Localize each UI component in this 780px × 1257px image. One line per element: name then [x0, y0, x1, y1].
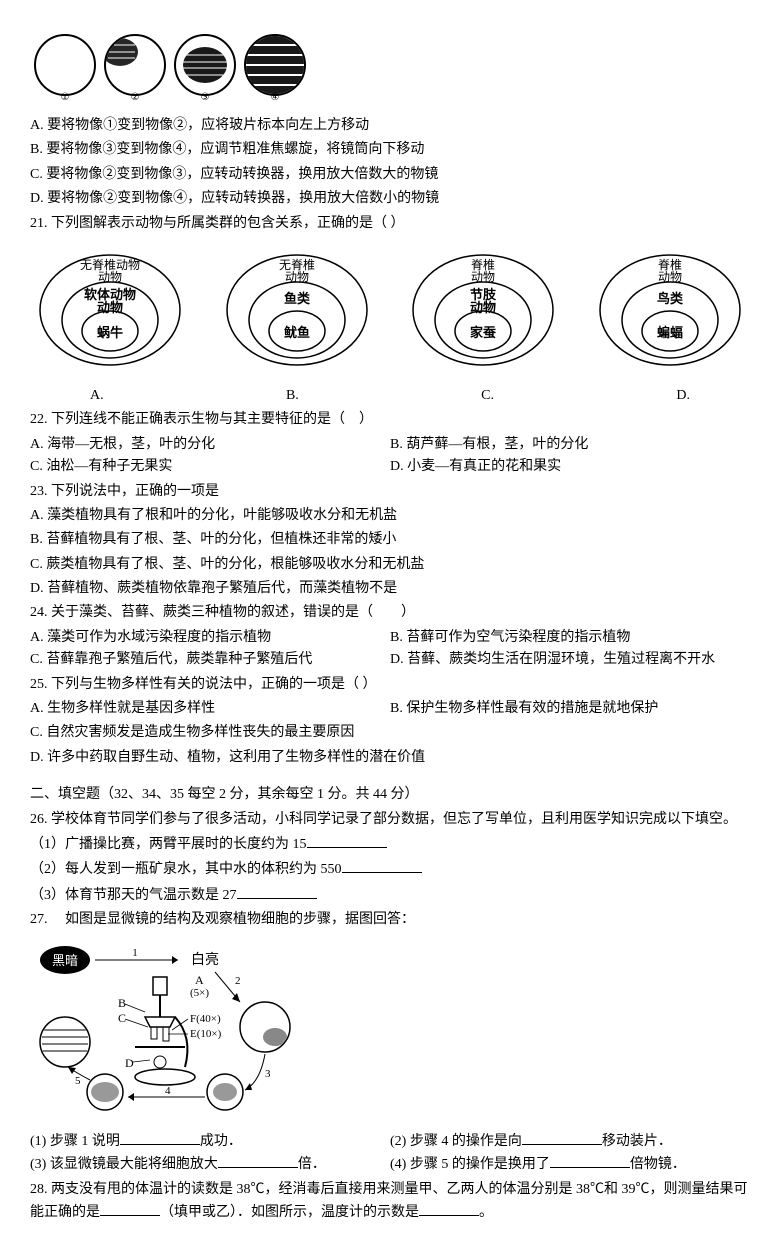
q22-stem: 22. 下列连线不能正确表示生物与其主要特征的是（ ）: [30, 409, 750, 431]
venn-label-d: D.: [676, 385, 690, 407]
svg-text:鱼类: 鱼类: [284, 291, 311, 306]
svg-text:蝙蝠: 蝙蝠: [657, 325, 683, 340]
svg-text:2: 2: [235, 975, 241, 987]
venn-diagram-a: 无脊椎动物 动物 软体动物 动物 蜗牛: [30, 245, 190, 375]
q20-option-d: D. 要将物像②变到物像④，应转动转换器，换用放大倍数小的物镜: [30, 188, 750, 210]
microscope-diagram: 黑暗 白亮 1 2: [30, 942, 750, 1120]
svg-text:(5×): (5×): [190, 987, 209, 999]
blank-q26-2: [342, 858, 422, 873]
q26-stem: 26. 学校体育节同学们参与了很多活动，小科同学记录了部分数据，但忘了写单位，且…: [30, 809, 750, 831]
svg-text:蜗牛: 蜗牛: [97, 325, 123, 340]
blank-q27-4: [550, 1153, 630, 1168]
blank-q28-2: [419, 1201, 479, 1216]
q23-option-c: C. 蕨类植物具有了根、茎、叶的分化，根能够吸收水分和无机盐: [30, 554, 750, 576]
section2-title: 二、填空题（32、34、35 每空 2 分，其余每空 1 分。共 44 分）: [30, 784, 750, 806]
venn-label-b: B.: [286, 385, 299, 407]
venn-diagrams-row: 无脊椎动物 动物 软体动物 动物 蜗牛 无脊椎 动物 鱼类 鱿鱼 脊椎 动物 节…: [30, 245, 750, 375]
blank-q27-1: [120, 1130, 200, 1145]
venn-diagram-c: 脊椎 动物 节肢 动物 家蚕: [403, 245, 563, 375]
q20-option-a: A. 要将物像①变到物像②，应将玻片标本向左上方移动: [30, 115, 750, 137]
q20-option-b: B. 要将物像③变到物像④，应调节粗准焦螺旋，将镜筒向下移动: [30, 139, 750, 161]
q25-stem: 25. 下列与生物多样性有关的说法中，正确的一项是（ ）: [30, 674, 750, 696]
svg-text:动物: 动物: [658, 270, 682, 284]
q27-p4: (4) 步骤 5 的操作是换用了倍物镜．: [390, 1153, 750, 1176]
microscope-svg: 黑暗 白亮 1 2: [30, 942, 330, 1112]
venn-label-c: C.: [481, 385, 494, 407]
q25-option-b: B. 保护生物多样性最有效的措施是就地保护: [390, 698, 750, 720]
q22-option-b: B. 葫芦藓—有根，茎，叶的分化: [390, 434, 750, 456]
q20-option-c: C. 要将物像②变到物像③，应转动转换器，换用放大倍数大的物镜: [30, 164, 750, 186]
svg-text:5: 5: [75, 1075, 81, 1087]
q25-option-d: D. 许多中药取自野生动、植物，这利用了生物多样性的潜在价值: [30, 747, 750, 769]
blank-q26-3: [237, 884, 317, 899]
svg-text:家蚕: 家蚕: [470, 325, 497, 340]
svg-text:动物: 动物: [470, 300, 496, 315]
blank-q28-1: [100, 1201, 160, 1216]
q25-option-c: C. 自然灾害频发是造成生物多样性丧失的最主要原因: [30, 722, 750, 744]
q24-stem: 24. 关于藻类、苔藓、蕨类三种植物的叙述，错误的是（ ）: [30, 602, 750, 624]
svg-text:白亮: 白亮: [191, 951, 219, 968]
venn-diagram-d: 脊椎 动物 鸟类 蝙蝠: [590, 245, 750, 375]
svg-text:B: B: [118, 996, 126, 1010]
microscope-views-figure: ① ② ③ ④: [30, 30, 750, 105]
q23-option-a: A. 藻类植物具有了根和叶的分化，叶能够吸收水分和无机盐: [30, 505, 750, 527]
blank-q27-3: [218, 1153, 298, 1168]
q24-option-a: A. 藻类可作为水域污染程度的指示植物: [30, 627, 390, 649]
q22-option-d: D. 小麦—有真正的花和果实: [390, 456, 750, 478]
svg-text:3: 3: [265, 1068, 271, 1080]
svg-text:鸟类: 鸟类: [657, 291, 684, 306]
q21-stem: 21. 下列图解表示动物与所属类群的包含关系，正确的是（ ）: [30, 213, 750, 235]
svg-text:黑暗: 黑暗: [52, 953, 78, 968]
svg-text:C: C: [118, 1011, 126, 1025]
q24-option-b: B. 苔藓可作为空气污染程度的指示植物: [390, 627, 750, 649]
svg-text:4: 4: [165, 1085, 171, 1097]
blank-q27-2: [522, 1130, 602, 1145]
svg-text:F(40×): F(40×): [190, 1013, 221, 1025]
svg-text:动物: 动物: [98, 270, 122, 284]
svg-text:动物: 动物: [97, 300, 123, 315]
q26-p2: （2）每人发到一瓶矿泉水，其中水的体积约为 550: [30, 858, 750, 881]
microscope-circles-svg: ① ② ③ ④: [30, 30, 310, 105]
q27-p2: (2) 步骤 4 的操作是向移动装片．: [390, 1130, 750, 1153]
q27-stem: 27. 如图是显微镜的结构及观察植物细胞的步骤，据图回答：: [30, 909, 750, 931]
svg-text:鱿鱼: 鱿鱼: [284, 325, 310, 340]
q25-option-a: A. 生物多样性就是基因多样性: [30, 698, 390, 720]
q24-option-d: D. 苔藓、蕨类均生活在阴湿环境，生殖过程离不开水: [390, 649, 750, 671]
svg-text:①: ①: [61, 92, 70, 103]
q22-option-c: C. 油松—有种子无果实: [30, 456, 390, 478]
blank-q26-1: [307, 833, 387, 848]
svg-text:动物: 动物: [285, 270, 309, 284]
svg-text:A: A: [195, 973, 204, 987]
svg-text:1: 1: [132, 947, 138, 959]
svg-text:E(10×): E(10×): [190, 1028, 222, 1040]
svg-text:③: ③: [201, 92, 210, 103]
q22-option-a: A. 海带—无根，茎，叶的分化: [30, 434, 390, 456]
svg-text:④: ④: [271, 92, 280, 103]
q26-p1: （1）广播操比赛，两臂平展时的长度约为 15: [30, 833, 750, 856]
q23-option-b: B. 苔藓植物具有了根、茎、叶的分化，但植株还非常的矮小: [30, 529, 750, 551]
svg-text:动物: 动物: [471, 270, 495, 284]
q27-p3: (3) 该显微镜最大能将细胞放大倍．: [30, 1153, 390, 1176]
venn-diagram-b: 无脊椎 动物 鱼类 鱿鱼: [217, 245, 377, 375]
q24-option-c: C. 苔藓靠孢子繁殖后代，蕨类靠种子繁殖后代: [30, 649, 390, 671]
venn-option-labels: A. B. C. D.: [30, 385, 750, 407]
q23-option-d: D. 苔藓植物、蕨类植物依靠孢子繁殖后代，而藻类植物不是: [30, 578, 750, 600]
svg-text:D: D: [125, 1056, 134, 1070]
svg-text:②: ②: [131, 92, 140, 103]
q27-p1: (1) 步骤 1 说明成功．: [30, 1130, 390, 1153]
q26-p3: （3）体育节那天的气温示数是 27: [30, 884, 750, 907]
q28-stem: 28. 两支没有甩的体温计的读数是 38℃，经消毒后直接用来测量甲、乙两人的体温…: [30, 1179, 750, 1225]
venn-label-a: A.: [90, 385, 104, 407]
q23-stem: 23. 下列说法中，正确的一项是: [30, 481, 750, 503]
